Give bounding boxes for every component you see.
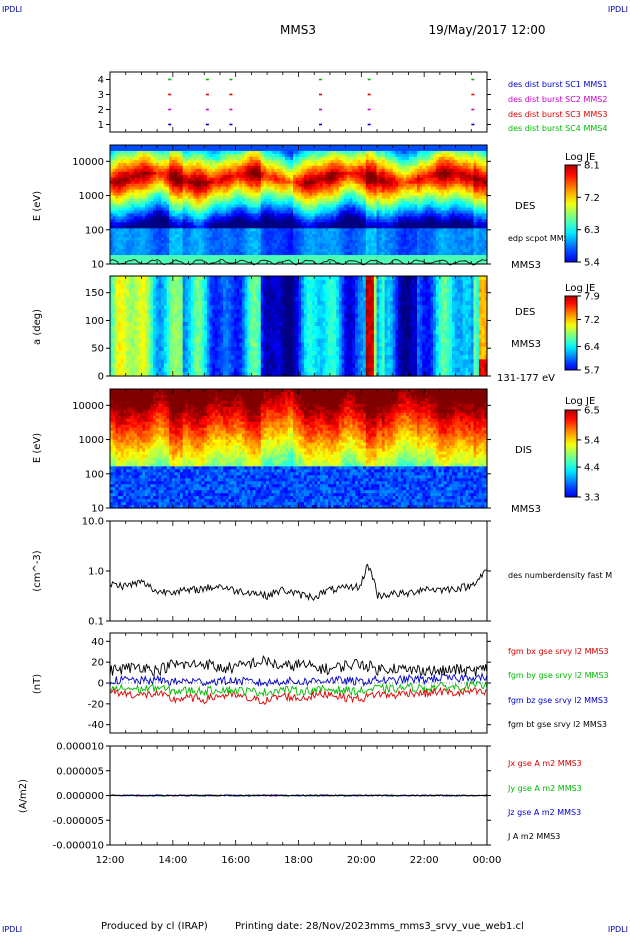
corner-label-bottom-left: IPDLI bbox=[2, 925, 22, 934]
burst-legend-mms1: des dist burst SC1 MMS1 bbox=[508, 80, 607, 89]
datetime-title: 19/May/2017 12:00 bbox=[428, 23, 545, 37]
corner-label-bottom-right: IPDLI bbox=[608, 925, 628, 934]
des-pitch-instrument: DES bbox=[515, 307, 535, 318]
burst-legend-mms3: des dist burst SC3 MMS3 bbox=[508, 110, 607, 119]
density-ylabel: (cm^-3) bbox=[32, 550, 43, 591]
des-energy-overlay: edp scpot MMS3 bbox=[508, 234, 574, 243]
current-legend-jx: Jx gse A m2 MMS3 bbox=[507, 759, 582, 768]
plot-canvas: IPDLI IPDLI MMS3 19/May/2017 12:00 Produ… bbox=[0, 0, 630, 934]
des-pitch-spacecraft: MMS3 bbox=[511, 339, 541, 350]
dis-energy-spacecraft: MMS3 bbox=[511, 504, 541, 515]
current-legend-jy: Jy gse A m2 MMS3 bbox=[507, 784, 582, 793]
density-legend: des numberdensity fast M bbox=[508, 571, 612, 580]
bfield-legend-bt: fgm bt gse srvy l2 MMS3 bbox=[508, 720, 607, 729]
burst-legend-mms2: des dist burst SC2 MMS2 bbox=[508, 95, 607, 104]
des-energy-instrument: DES bbox=[515, 201, 535, 212]
des_energy-heatmap bbox=[110, 145, 488, 265]
spacecraft-title: MMS3 bbox=[280, 23, 316, 37]
dis-energy-instrument: DIS bbox=[515, 445, 532, 456]
footer-filename: mms_mms3_srvy_vue_web1.cl bbox=[370, 921, 524, 932]
current-legend-j: J A m2 MMS3 bbox=[507, 832, 560, 841]
mms-summary-plot: IPDLI IPDLI MMS3 19/May/2017 12:00 Produ… bbox=[0, 0, 630, 934]
bfield-legend-by: fgm by gse srvy l2 MMS3 bbox=[508, 671, 609, 680]
bfield-legend-bz: fgm bz gse srvy l2 MMS3 bbox=[508, 696, 608, 705]
footer-produced-by: Produced by cl (IRAP) bbox=[101, 921, 208, 932]
des-pitch-ylabel: a (deg) bbox=[32, 309, 43, 345]
current-ylabel: (A/m2) bbox=[18, 779, 29, 813]
dis-energy-ylabel: E (eV) bbox=[32, 433, 43, 463]
des-energy-spacecraft: MMS3 bbox=[511, 260, 541, 271]
current-legend-jz: Jz gse A m2 MMS3 bbox=[507, 808, 581, 817]
des-pitch-energy-range: 131-177 eV bbox=[497, 373, 555, 384]
corner-label-top-right: IPDLI bbox=[608, 5, 628, 14]
des-energy-ylabel: E (eV) bbox=[32, 191, 43, 221]
footer-printing-date: Printing date: 28/Nov/2023 bbox=[235, 921, 370, 932]
corner-label-top-left: IPDLI bbox=[2, 5, 22, 14]
chart-marks: 1234101001000100000501001501010010001000… bbox=[53, 72, 600, 866]
bfield-ylabel: (nT) bbox=[32, 674, 43, 694]
burst-legend-mms4: des dist burst SC4 MMS4 bbox=[508, 124, 607, 133]
bfield-legend-bx: fgm bx gse srvy l2 MMS3 bbox=[508, 647, 609, 656]
